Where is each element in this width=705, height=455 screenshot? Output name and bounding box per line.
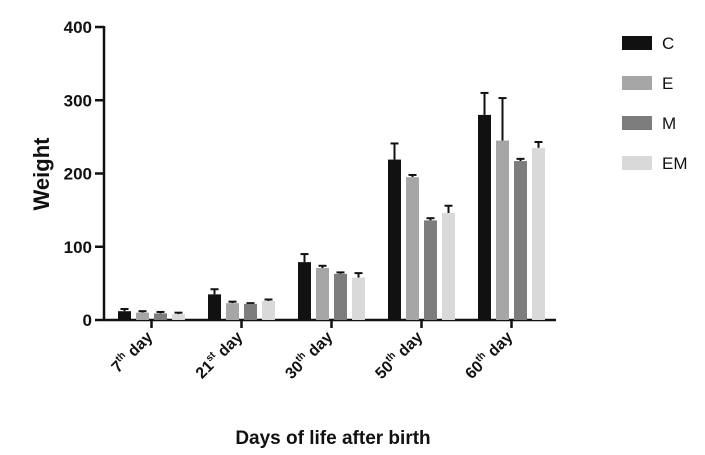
x-axis: [104, 318, 556, 328]
legend-label-m: M: [662, 114, 676, 133]
bar-e: [226, 303, 239, 320]
category-labels: 7th day 21st day 30th day 50th day 60th day: [107, 327, 517, 383]
x-category-label: 7th day: [107, 327, 156, 376]
bar-c: [208, 294, 221, 320]
bar-c: [388, 159, 401, 320]
y-axis: 0 100 200 300 400: [64, 18, 106, 330]
bar-c: [298, 262, 311, 320]
legend-swatch-e: [622, 76, 652, 90]
x-category-label: 30th day: [281, 327, 336, 382]
legend-label-e: E: [662, 74, 673, 93]
bar-series-group: [118, 91, 545, 321]
bar-em: [172, 314, 185, 320]
bar-e: [316, 267, 329, 320]
legend-label-c: C: [662, 34, 674, 53]
y-tick-label: 0: [83, 311, 92, 330]
legend-swatch-em: [622, 156, 652, 170]
y-tick-label: 300: [64, 91, 92, 110]
x-category-label: 21st day: [191, 327, 246, 382]
bar-m: [424, 220, 437, 320]
legend-swatch-c: [622, 36, 652, 50]
bar-em: [442, 213, 455, 320]
y-tick-label: 200: [64, 165, 92, 184]
y-axis-title: Weight: [29, 137, 54, 211]
x-axis-title: Days of life after birth: [235, 428, 430, 449]
bar-m: [334, 273, 347, 320]
legend-label-em: EM: [662, 154, 688, 173]
bar-e: [496, 140, 509, 320]
bar-em: [532, 147, 545, 320]
bar-m: [244, 303, 257, 320]
y-tick-label: 100: [64, 238, 92, 257]
bar-m: [514, 161, 527, 320]
bar-em: [352, 277, 365, 320]
x-category-label: 60th day: [461, 327, 516, 382]
bar-em: [262, 300, 275, 320]
bar-c: [118, 311, 131, 320]
bar-e: [136, 312, 149, 320]
legend-swatch-m: [622, 116, 652, 130]
y-tick-label: 400: [64, 18, 92, 37]
bar-m: [154, 313, 167, 320]
bar-e: [406, 177, 419, 320]
x-category-label: 50th day: [371, 327, 426, 382]
bar-c: [478, 114, 491, 321]
